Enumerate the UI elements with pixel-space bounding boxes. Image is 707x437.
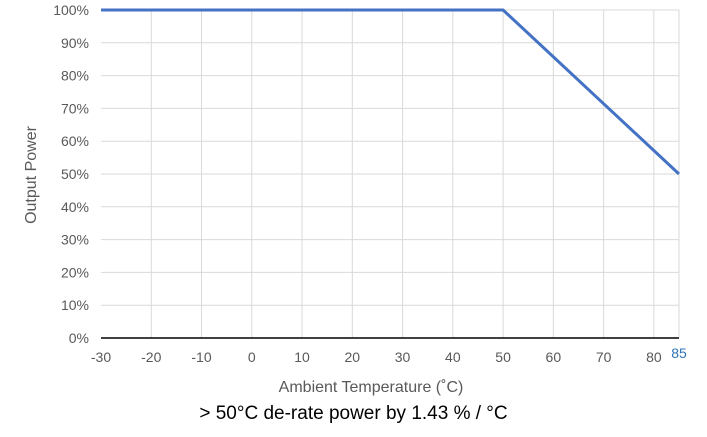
y-tick-label: 90% (61, 35, 89, 51)
derating-footnote: > 50°C de-rate power by 1.43 % / °C (199, 403, 508, 424)
y-tick-label: 100% (53, 2, 89, 18)
y-tick-label: 60% (61, 133, 89, 149)
x-tick-label: 20 (345, 349, 361, 365)
x-tick-label: -20 (141, 349, 161, 365)
series-group (101, 8, 681, 176)
x-tick-label: 80 (646, 349, 662, 365)
x-axis-title: Ambient Temperature (˚C) (279, 379, 464, 396)
x-tick-label: -30 (91, 349, 111, 365)
derating-curve (101, 8, 681, 176)
x-tick-label: 40 (445, 349, 461, 365)
y-tick-label: 80% (61, 68, 89, 84)
x-tick-label: 70 (596, 349, 612, 365)
derating-chart: 0% 10% 20% 30% 40% 50% 60% 70% 80% 90% 100% -30 -20… (23, 2, 687, 396)
y-tick-label: 10% (61, 297, 89, 313)
x-tick-label-extra: 85 (671, 345, 687, 361)
x-tick-label: 60 (546, 349, 562, 365)
y-tick-label: 20% (61, 264, 89, 280)
x-tick-label: 30 (395, 349, 411, 365)
y-tick-label: 0% (69, 330, 89, 346)
x-tick-labels: -30 -20 -10 0 10 20 30 40 50 60 70 80 85 (91, 345, 687, 365)
y-axis-title: Output Power (23, 125, 40, 224)
x-tick-label: 10 (294, 349, 310, 365)
grid-lines (101, 9, 680, 338)
y-tick-label: 30% (61, 232, 89, 248)
y-tick-label: 40% (61, 199, 89, 215)
y-tick-label: 70% (61, 100, 89, 116)
x-tick-label: 0 (248, 349, 256, 365)
y-tick-label: 50% (61, 166, 89, 182)
x-tick-label: 50 (495, 349, 511, 365)
x-tick-label: -10 (191, 349, 211, 365)
y-tick-labels: 0% 10% 20% 30% 40% 50% 60% 70% 80% 90% 100% (53, 2, 89, 346)
